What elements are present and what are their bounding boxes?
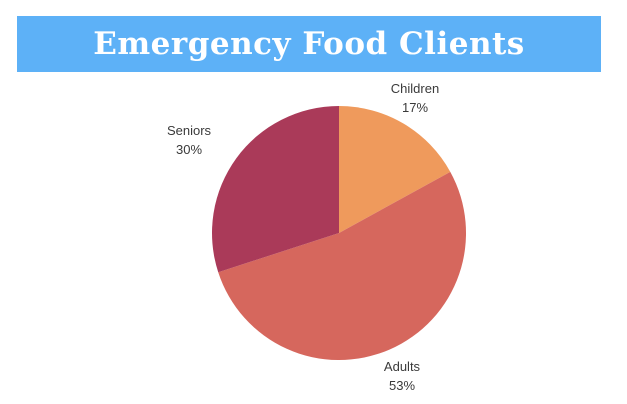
pie-labels: Children 17% Adults 53% Seniors 30% [167,81,439,393]
slice-label-children: Children [391,81,439,96]
slice-value-seniors: 30% [176,142,202,157]
slice-label-adults: Adults [384,359,421,374]
slice-value-children: 17% [402,100,428,115]
title-banner: Emergency Food Clients [17,16,601,72]
slice-label-seniors: Seniors [167,123,212,138]
chart-title: Emergency Food Clients [93,26,525,62]
pie-slice-adults [218,171,467,361]
pie-slices [212,106,467,361]
slice-value-adults: 53% [389,378,415,393]
pie-slice-seniors [212,106,339,273]
pie-slice-children [339,106,451,233]
